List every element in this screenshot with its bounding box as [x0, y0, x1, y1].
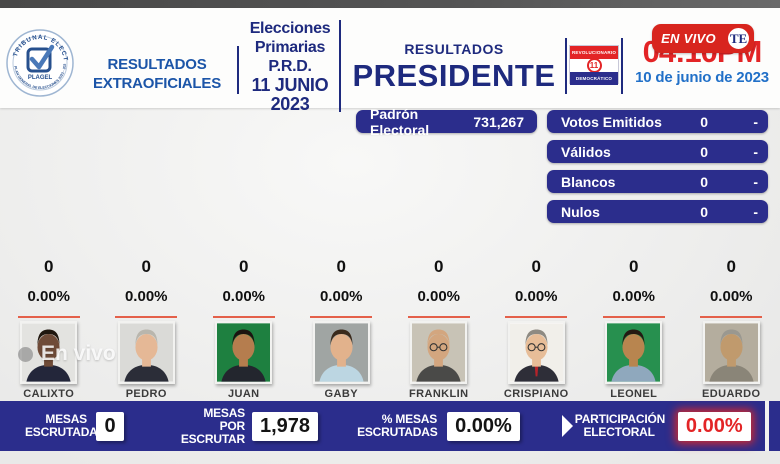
- padron-electoral-pill: Padrón Electoral 731,267: [356, 106, 537, 138]
- pct-mesas-escrutadas-label: % MESAS ESCRUTADAS: [357, 412, 438, 439]
- footer-stats-bar: MESAS ESCRUTADAS 0 MESAS POR ESCRUTAR 1,97…: [0, 401, 780, 451]
- extraofficial-results-label: RESULTADOS EXTRAOFICIALES: [92, 56, 222, 92]
- percent-underline: [310, 316, 373, 318]
- flag-divider: [565, 38, 567, 94]
- candidate-percent: 0.00%: [417, 288, 461, 305]
- chevron-right-icon: [561, 415, 573, 437]
- candidate-votes: 0: [726, 257, 736, 276]
- mesas-escrutadas-value: 0: [96, 411, 124, 441]
- percent-underline: [212, 316, 275, 318]
- candidate-photo: [215, 321, 273, 384]
- candidate-percent: 0.00%: [27, 288, 71, 305]
- candidate-name: FRANKLIN: [409, 388, 469, 400]
- candidate-votes: 0: [141, 257, 151, 276]
- candidate-column: 0 0.00% CRISPIANO: [488, 257, 586, 401]
- page-title: PRESIDENTE: [352, 58, 556, 93]
- tribunal-electoral-seal-icon: TRIBUNAL ELECTORAL PLAN GENERAL DE ELECC…: [3, 24, 74, 97]
- candidate-percent: 0.00%: [612, 288, 656, 305]
- header-divider: [339, 20, 341, 112]
- candidate-votes: 0: [336, 257, 346, 276]
- mesas-por-escrutar-value: 1,978: [252, 411, 319, 441]
- votos-emitidos-pill: Votos Emitidos 0 -: [547, 110, 768, 133]
- candidate-votes: 0: [44, 257, 54, 276]
- nulos-pill: Nulos 0 -: [547, 200, 768, 223]
- candidate-photo: [410, 321, 468, 384]
- blancos-pill: Blancos 0 -: [547, 170, 768, 193]
- percent-underline: [602, 316, 665, 318]
- pct-mesas-escrutadas-value: 0.00%: [447, 411, 520, 441]
- percent-underline: [505, 316, 568, 318]
- prd-party-logo: REVOLUCIONARIO 11 DEMOCRÁTICO: [569, 45, 619, 85]
- candidate-photo: [20, 321, 78, 384]
- candidate-photo: [507, 321, 565, 384]
- candidate-percent: 0.00%: [222, 288, 266, 305]
- participacion-electoral-label: PARTICIPACIÓN ELECTORAL: [574, 412, 666, 439]
- candidate-column: 0 0.00% PEDRO: [98, 258, 196, 400]
- candidate-photo: [312, 321, 370, 384]
- candidate-percent: 0.00%: [514, 288, 558, 305]
- election-title-block: Elecciones Primarias P.R.D. 11 JUNIO 202…: [249, 20, 331, 114]
- candidate-name: CRISPIANO: [503, 388, 569, 400]
- header-divider: [237, 46, 239, 94]
- percent-underline: [17, 316, 80, 318]
- seal-center-text: PLAGEL: [28, 75, 53, 81]
- candidates-row: 0 0.00% CALIXTO 0 0.00% PEDRO 0 0.00% JU…: [0, 258, 780, 400]
- candidate-column: 0 0.00% FRANKLIN: [390, 258, 488, 400]
- candidate-votes: 0: [434, 257, 444, 276]
- mesas-por-escrutar-label: MESAS POR ESCRUTAR: [180, 405, 245, 446]
- footer-separator: [765, 401, 769, 451]
- candidate-column: 0 0.00% LEONEL: [585, 258, 683, 400]
- candidate-photo: [605, 321, 663, 384]
- candidate-column: 0 0.00% EDUARDO: [683, 258, 780, 400]
- candidate-percent: 0.00%: [124, 288, 168, 305]
- mesas-escrutadas-label: MESAS ESCRUTADAS: [25, 412, 106, 439]
- candidate-column: 0 0.00% CALIXTO: [0, 258, 98, 400]
- candidate-name: GABY: [324, 388, 358, 400]
- candidate-name: JUAN: [227, 388, 260, 400]
- ballot-number-badge: 11: [586, 57, 602, 73]
- validos-pill: Válidos 0 -: [547, 140, 768, 163]
- participacion-electoral-value: 0.00%: [677, 411, 751, 441]
- percent-underline: [115, 316, 178, 318]
- flag-divider: [621, 38, 623, 94]
- candidate-name: EDUARDO: [702, 388, 761, 400]
- candidate-name: CALIXTO: [23, 388, 75, 400]
- candidate-column: 0 0.00% JUAN: [195, 258, 293, 400]
- candidate-photo: [702, 321, 760, 384]
- percent-underline: [700, 316, 763, 318]
- candidate-name: LEONEL: [610, 388, 658, 400]
- candidate-votes: 0: [531, 257, 541, 276]
- live-badge: EN VIVO TE: [652, 24, 754, 53]
- candidate-column: 0 0.00% GABY: [293, 258, 391, 400]
- candidate-name: PEDRO: [125, 388, 167, 400]
- header-band: TRIBUNAL ELECTORAL PLAN GENERAL DE ELECC…: [0, 8, 780, 114]
- candidate-percent: 0.00%: [319, 288, 363, 305]
- candidate-percent: 0.00%: [709, 288, 753, 305]
- video-letterbox-strip: [0, 0, 780, 8]
- candidate-photo: [117, 321, 175, 384]
- broadcast-date: 10 de junio de 2023: [635, 69, 769, 86]
- te-channel-logo-icon: TE: [725, 25, 752, 52]
- candidate-votes: 0: [239, 257, 249, 276]
- percent-underline: [407, 316, 470, 318]
- candidate-votes: 0: [629, 257, 639, 276]
- contest-title: RESULTADOS PRESIDENTE: [348, 41, 560, 94]
